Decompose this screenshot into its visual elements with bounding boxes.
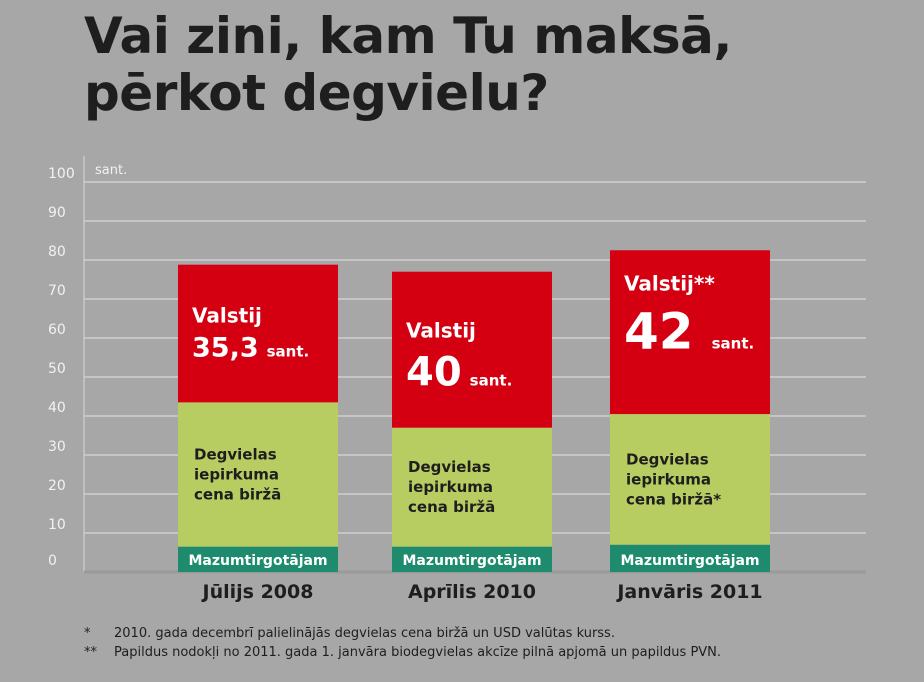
footnotes: * 2010. gada decembrī palielinājās degvi…	[84, 624, 721, 662]
y-tick-label: 40	[48, 400, 66, 416]
bar-segment-state	[610, 250, 770, 415]
stacked-bar-chart: 0 10 20 30 40 50 60 70 80 90 100 sant. Mazumtirgotā…	[48, 156, 866, 603]
x-category-label: Aprīlis 2010	[408, 581, 536, 603]
state-heading: Valstij	[406, 319, 476, 343]
purchase-label: Degvielas	[194, 446, 277, 464]
y-tick-label: 50	[48, 361, 66, 377]
purchase-label: iepirkuma	[408, 478, 493, 496]
footnote-1: * 2010. gada decembrī palielinājās degvi…	[84, 624, 721, 643]
footnote-2: ** Papildus nodokļi no 2011. gada 1. jan…	[84, 643, 721, 662]
bars: Mazumtirgotājam Degvielas iepirkuma cena bi…	[178, 250, 770, 572]
y-tick-label: 20	[48, 478, 66, 494]
purchase-label: Degvielas	[626, 450, 709, 468]
y-unit-label: sant.	[95, 163, 127, 178]
purchase-label: Degvielas	[408, 458, 491, 476]
state-unit: sant.	[470, 372, 513, 390]
y-axis-ticks: 0 10 20 30 40 50 60 70 80 90 100 sant.	[48, 163, 127, 569]
retail-label: Mazumtirgotājam	[188, 553, 327, 569]
purchase-label: cena biržā*	[626, 490, 721, 508]
y-tick-label: 30	[48, 439, 66, 455]
bar-segment-state	[178, 264, 338, 403]
y-tick-label: 0	[48, 553, 57, 569]
retail-label: Mazumtirgotājam	[620, 553, 759, 569]
state-value: 35,3	[192, 333, 259, 364]
y-tick-label: 60	[48, 322, 66, 338]
purchase-label: cena biržā	[194, 486, 281, 504]
bar-segment-retail	[610, 544, 770, 572]
x-category-label: Jūlijs 2008	[201, 581, 314, 603]
state-unit: sant.	[712, 334, 755, 352]
y-tick-label: 90	[48, 205, 66, 221]
footnote-text: Papildus nodokļi no 2011. gada 1. janvār…	[114, 645, 722, 660]
state-unit: sant.	[267, 343, 310, 361]
bar-segment-purchase	[610, 414, 770, 545]
footnote-mark: *	[84, 626, 91, 641]
state-heading: Valstij	[192, 304, 262, 328]
purchase-label: cena biržā	[408, 498, 495, 516]
x-axis-labels: Jūlijs 2008 Aprīlis 2010 Janvāris 2011	[201, 581, 763, 603]
retail-label: Mazumtirgotājam	[402, 553, 541, 569]
footnote-mark: **	[84, 645, 97, 660]
footnote-text: 2010. gada decembrī palielinājās degviel…	[114, 626, 615, 641]
bar-segment-purchase	[392, 427, 552, 547]
page-title: Vai zini, kam Tu maksā, pērkot degvielu?	[84, 8, 884, 122]
y-tick-label: 100	[48, 166, 75, 182]
state-value: 40	[406, 350, 462, 396]
state-heading: Valstij**	[624, 271, 715, 295]
purchase-label: iepirkuma	[194, 466, 279, 484]
x-category-label: Janvāris 2011	[615, 581, 762, 603]
y-tick-label: 10	[48, 517, 66, 533]
bar-segment-state	[392, 271, 552, 428]
y-tick-label: 70	[48, 283, 66, 299]
purchase-label: iepirkuma	[626, 470, 711, 488]
bar-segment-retail	[392, 546, 552, 572]
bar-segment-purchase	[178, 402, 338, 547]
title-line-2: pērkot degvielu?	[84, 64, 549, 122]
y-tick-label: 80	[48, 244, 66, 260]
state-value: 42	[624, 302, 694, 360]
title-line-1: Vai zini, kam Tu maksā,	[84, 7, 732, 65]
bar-segment-retail	[178, 546, 338, 572]
